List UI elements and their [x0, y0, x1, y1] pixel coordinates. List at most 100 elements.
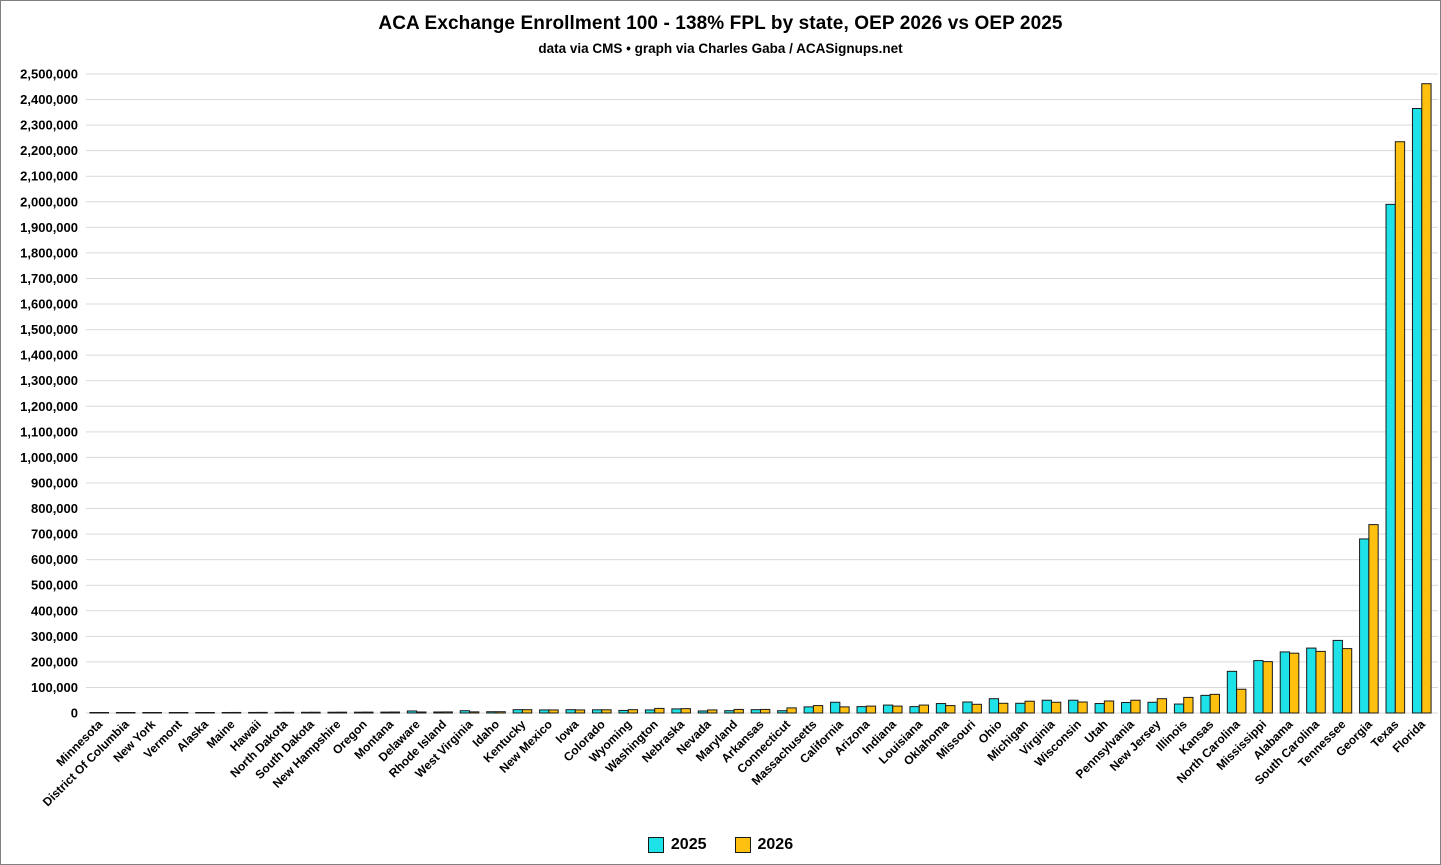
y-axis-tick-label: 2,500,000 [20, 67, 78, 82]
bar-2025-arizona [856, 706, 867, 714]
bar-2026-michigan [1024, 700, 1035, 714]
bar-2025-oregon [353, 711, 365, 714]
bar-2026-indiana [892, 705, 903, 714]
bar-2026-hawaii [257, 711, 268, 714]
y-axis-tick-label: 1,800,000 [20, 245, 78, 260]
y-axis-tick-label: 1,500,000 [20, 322, 78, 337]
legend-swatch-2026-icon [734, 837, 751, 853]
bar-2026-california [839, 706, 850, 714]
bar-2025-vermont [168, 712, 180, 714]
y-axis-tick-label: 400,000 [31, 603, 78, 618]
bar-2026-maryland [733, 708, 744, 714]
bar-2025-massachusetts [803, 706, 814, 714]
bar-2025-colorado [591, 709, 603, 714]
bar-2026-montana [389, 711, 400, 714]
bar-2025-south-carolina [1306, 647, 1317, 714]
bar-2025-south-dakota [301, 711, 312, 714]
bar-2025-wisconsin [1068, 699, 1079, 714]
y-axis-tick-label: 1,100,000 [20, 424, 78, 439]
chart-subtitle: data via CMS • graph via Charles Gaba / … [538, 41, 903, 56]
chart-title: ACA Exchange Enrollment 100 - 138% FPL b… [378, 13, 1063, 34]
y-axis-tick-label: 1,200,000 [20, 399, 78, 414]
bar-2026-north-dakota [283, 711, 295, 714]
y-axis-tick-label: 1,400,000 [20, 348, 78, 363]
y-axis-tick-label: 2,300,000 [20, 118, 78, 133]
bar-2025-alaska [195, 712, 206, 714]
bar-2026-delaware [416, 711, 427, 714]
bar-2025-delaware [406, 710, 418, 714]
bar-2026-nebraska [680, 708, 691, 714]
bar-2025-michigan [1015, 702, 1026, 714]
bar-2026-connecticut [786, 707, 797, 714]
bar-2026-louisiana [918, 704, 930, 714]
bar-2026-florida [1421, 83, 1432, 714]
bar-2025-nebraska [671, 708, 682, 714]
bar-2025-florida [1411, 108, 1423, 714]
bar-2026-nevada [707, 709, 718, 714]
bar-2026-rhode-island [442, 711, 453, 714]
y-axis-tick-label: 2,400,000 [20, 92, 78, 107]
y-axis-tick-label: 1,300,000 [20, 373, 78, 388]
bar-2026-virginia [1050, 701, 1062, 714]
bar-2025-oklahoma [935, 703, 947, 714]
legend-swatch-2025-icon [647, 837, 664, 853]
bar-2025-hawaii [248, 711, 259, 714]
bar-2026-alabama [1289, 652, 1300, 714]
y-axis-tick-label: 100,000 [31, 680, 78, 695]
bar-2025-connecticut [777, 710, 788, 714]
bar-2026-idaho [495, 711, 506, 714]
bar-2026-west-virginia [469, 711, 480, 714]
y-axis-tick-label: 2,100,000 [20, 169, 78, 184]
y-axis-tick-label: 2,200,000 [20, 143, 78, 158]
bar-2025-district-of-columbia [115, 712, 127, 714]
y-axis-tick-label: 1,600,000 [20, 297, 78, 312]
bar-2025-ohio [988, 698, 1000, 714]
bar-2026-north-carolina [1236, 688, 1247, 714]
bar-2025-nevada [697, 710, 709, 714]
bar-2025-pennsylvania [1121, 702, 1132, 714]
bar-2026-massachusetts [812, 705, 824, 714]
legend-item-2025: 2025 [647, 836, 707, 854]
legend-label-2026: 2026 [757, 836, 794, 853]
bar-2026-new-mexico [548, 709, 559, 714]
bar-2026-kentucky [521, 709, 533, 714]
bar-2025-kansas [1200, 694, 1211, 714]
bar-2026-oregon [363, 711, 374, 714]
bar-2026-utah [1103, 700, 1115, 714]
bar-2025-north-dakota [274, 711, 285, 714]
y-axis-tick-label: 200,000 [31, 654, 78, 669]
bar-2025-indiana [882, 704, 894, 714]
bar-2025-alabama [1279, 651, 1291, 714]
y-axis-tick-label: 900,000 [31, 475, 78, 490]
bar-2026-georgia [1368, 524, 1379, 714]
bar-2026-arizona [865, 705, 877, 714]
bar-2026-minnesota [98, 712, 110, 714]
bar-2025-montana [380, 711, 391, 714]
bar-2025-maine [221, 711, 232, 714]
bar-2026-pennsylvania [1130, 699, 1141, 714]
bar-2026-washington [654, 707, 665, 714]
bar-2025-minnesota [89, 712, 100, 714]
bar-2026-new-jersey [1156, 698, 1168, 714]
bar-2025-louisiana [909, 706, 920, 714]
bar-2025-rhode-island [433, 711, 444, 714]
bar-2025-texas [1385, 203, 1396, 714]
bar-2025-georgia [1359, 538, 1370, 714]
bar-2026-new-hampshire [336, 711, 348, 714]
legend-label-2025: 2025 [670, 836, 707, 853]
bar-2026-arkansas [760, 708, 771, 714]
bar-2025-iowa [565, 709, 576, 714]
bar-2026-mississippi [1262, 661, 1273, 714]
bar-2026-tennessee [1341, 648, 1353, 714]
y-axis-tick-label: 500,000 [31, 578, 78, 593]
y-axis-tick-label: 300,000 [31, 629, 78, 644]
bar-2025-arkansas [750, 709, 762, 714]
y-axis-tick-label: 700,000 [31, 527, 78, 542]
bar-2025-utah [1094, 703, 1105, 714]
bar-2025-illinois [1173, 703, 1185, 714]
bar-2026-wisconsin [1077, 701, 1088, 714]
y-axis-tick-label: 0 [71, 706, 78, 721]
bar-2026-iowa [574, 709, 586, 714]
y-axis-tick-label: 1,900,000 [20, 220, 78, 235]
bar-2025-new-mexico [539, 709, 550, 714]
